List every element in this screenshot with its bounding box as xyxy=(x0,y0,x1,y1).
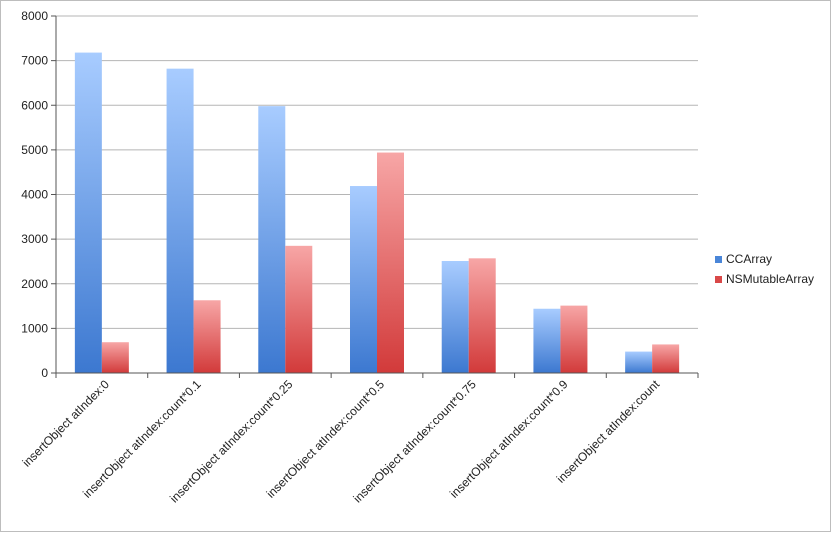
bar-nsmutablearray-5 xyxy=(560,305,588,373)
legend-item-ccarray: CCArray xyxy=(715,249,814,269)
y-tick-label: 3000 xyxy=(21,232,48,246)
legend-swatch-nsmutablearray xyxy=(715,275,722,283)
bar-ccarray-6 xyxy=(625,351,653,373)
bar-ccarray-2 xyxy=(258,106,286,373)
y-tick-label: 5000 xyxy=(21,143,48,157)
y-tick-label: 0 xyxy=(41,366,48,380)
bar-nsmutablearray-2 xyxy=(285,245,313,373)
bar-nsmutablearray-3 xyxy=(377,152,404,373)
legend-label-ccarray: CCArray xyxy=(726,252,773,266)
x-tick-label: insertObject atIndex:0 xyxy=(20,377,113,470)
legend: CCArray NSMutableArray xyxy=(715,249,814,289)
y-axis-tick-labels: 0 1000 2000 3000 4000 5000 6000 7000 8000 xyxy=(21,9,48,380)
y-tick-label: 6000 xyxy=(21,98,48,112)
bar-ccarray-3 xyxy=(350,186,377,373)
x-axis-tick-labels: insertObject atIndex:0 insertObject atInd… xyxy=(20,377,663,506)
x-tick-label: insertObject atIndex:count xyxy=(554,377,663,486)
legend-swatch-ccarray xyxy=(715,255,722,263)
bar-ccarray-1 xyxy=(166,68,194,373)
y-tick-label: 1000 xyxy=(21,321,48,335)
bar-ccarray-5 xyxy=(533,308,561,373)
y-tick-label: 7000 xyxy=(21,54,48,68)
y-tick-label: 8000 xyxy=(21,9,48,23)
bar-nsmutablearray-6 xyxy=(652,344,680,373)
legend-label-nsmutablearray: NSMutableArray xyxy=(726,272,815,286)
y-tick-label: 2000 xyxy=(21,277,48,291)
y-tick-label: 4000 xyxy=(21,188,48,202)
bar-ccarray-4 xyxy=(441,260,469,373)
axes xyxy=(51,15,699,378)
bars xyxy=(74,52,680,373)
bar-ccarray-0 xyxy=(74,52,102,373)
bar-nsmutablearray-1 xyxy=(193,300,221,373)
legend-item-nsmutablearray: NSMutableArray xyxy=(715,269,814,289)
bar-nsmutablearray-4 xyxy=(468,258,496,373)
bar-nsmutablearray-0 xyxy=(101,342,129,373)
